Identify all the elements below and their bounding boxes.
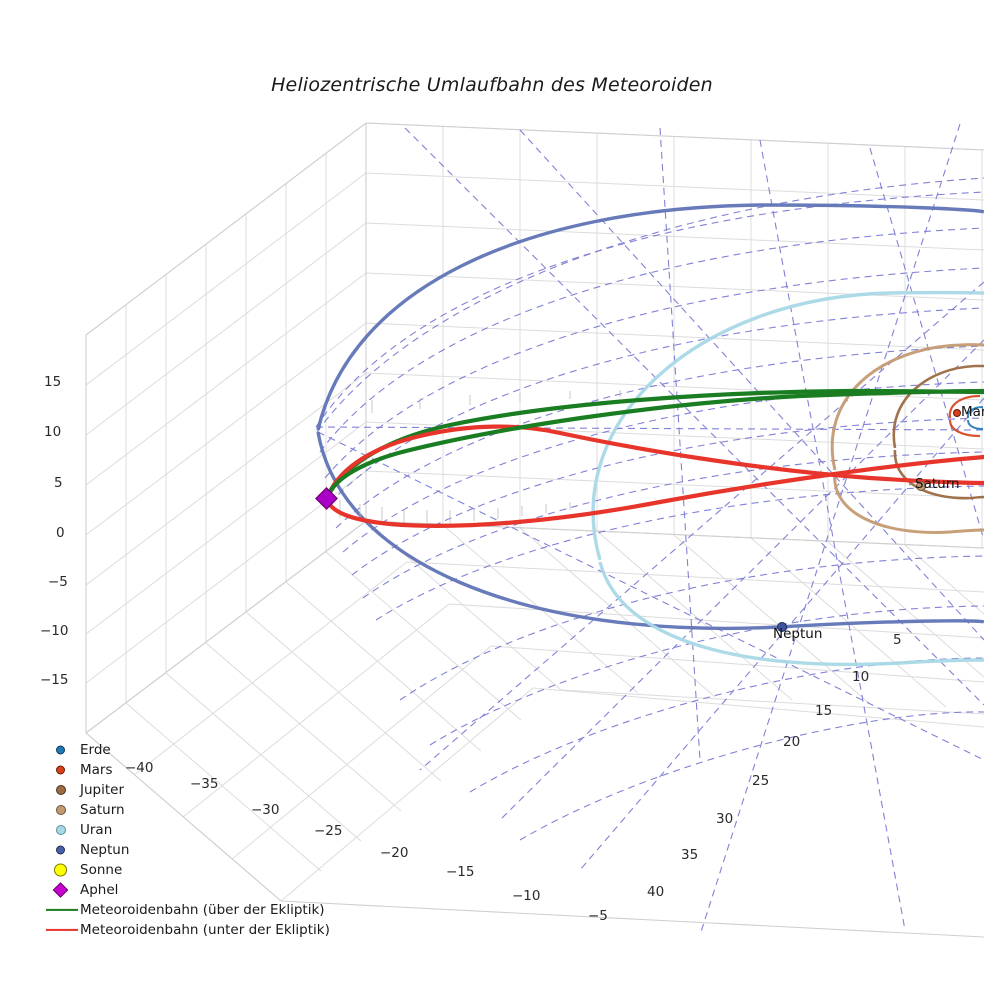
legend-label: Meteoroidenbahn (über der Ekliptik) xyxy=(80,902,325,918)
y-tick: 15 xyxy=(815,703,833,719)
legend-label: Jupiter xyxy=(80,782,125,798)
legend-label: Saturn xyxy=(80,802,125,818)
legend-item-meteoroid-above: Meteoroidenbahn (über der Ekliptik) xyxy=(44,900,344,920)
y-tick: 10 xyxy=(852,669,870,685)
x-tick: −20 xyxy=(380,845,409,861)
z-tick: 15 xyxy=(44,374,62,390)
y-tick: 40 xyxy=(647,884,665,900)
mars-label: Mar xyxy=(961,404,984,420)
aphel-marker-icon xyxy=(44,880,80,900)
meteoroid-orbit-below xyxy=(324,424,984,502)
legend-label: Sonne xyxy=(80,862,123,878)
legend-item-jupiter: Jupiter xyxy=(44,780,344,800)
legend-item-erde: Erde xyxy=(44,740,344,760)
mars-marker xyxy=(953,409,961,417)
meteoroid-orbit-below-arm xyxy=(324,454,984,528)
saturn-label: Saturn xyxy=(915,476,960,492)
sonne-marker-icon xyxy=(44,860,80,880)
jupiter-marker-icon xyxy=(44,780,80,800)
z-tick: −10 xyxy=(40,623,69,639)
y-tick: 5 xyxy=(893,632,902,648)
x-tick: −25 xyxy=(314,823,343,839)
x-tick: −15 xyxy=(446,864,475,880)
z-tick: 5 xyxy=(54,475,63,491)
neptun-marker xyxy=(777,622,787,632)
erde-marker-icon xyxy=(44,740,80,760)
legend: Erde Mars Jupiter Saturn Uran xyxy=(44,740,344,940)
pane-grid-floor-right xyxy=(365,520,984,728)
x-tick: −10 xyxy=(512,888,541,904)
orbit-mars xyxy=(948,394,981,438)
x-tick: −35 xyxy=(190,776,219,792)
z-tick: −5 xyxy=(48,574,68,590)
z-tick: 0 xyxy=(56,525,65,541)
legend-item-uran: Uran xyxy=(44,820,344,840)
orbit-uran xyxy=(591,290,984,667)
x-tick: −40 xyxy=(125,760,154,776)
legend-item-aphel: Aphel xyxy=(44,880,344,900)
saturn-marker xyxy=(916,481,926,491)
x-tick: −5 xyxy=(588,908,608,924)
page-title: Heliozentrische Umlaufbahn des Meteoroid… xyxy=(271,74,713,96)
legend-item-sonne: Sonne xyxy=(44,860,344,880)
legend-item-mars: Mars xyxy=(44,760,344,780)
pane-grid-left xyxy=(85,122,367,734)
legend-label: Neptun xyxy=(80,842,130,858)
meteoroid-drop-stems xyxy=(339,390,621,524)
z-tick: −15 xyxy=(40,672,69,688)
legend-item-neptun: Neptun xyxy=(44,840,344,860)
aphel-marker xyxy=(315,487,338,510)
legend-label: Mars xyxy=(80,762,113,778)
y-tick: 20 xyxy=(783,734,801,750)
legend-label: Meteoroidenbahn (unter der Ekliptik) xyxy=(80,922,330,938)
x-tick: −30 xyxy=(251,802,280,818)
legend-label: Uran xyxy=(80,822,113,838)
saturn-marker-icon xyxy=(44,800,80,820)
uran-marker-icon xyxy=(44,820,80,840)
orbit-jupiter xyxy=(892,364,984,500)
legend-label: Erde xyxy=(80,742,111,758)
green-line-icon xyxy=(44,900,80,920)
y-tick: 30 xyxy=(716,811,734,827)
orbit-saturn xyxy=(830,343,984,534)
y-tick: 35 xyxy=(681,847,699,863)
legend-item-saturn: Saturn xyxy=(44,800,344,820)
red-line-icon xyxy=(44,920,80,940)
y-tick: 25 xyxy=(752,773,770,789)
legend-label: Aphel xyxy=(80,882,119,898)
pane-grid-floor xyxy=(85,520,562,902)
meteoroid-orbit-above-arm xyxy=(324,388,984,500)
mars-marker-icon xyxy=(44,760,80,780)
neptun-label: Neptun xyxy=(773,626,823,642)
neptun-marker-icon xyxy=(44,840,80,860)
orbit-erde xyxy=(966,406,984,430)
legend-item-meteoroid-below: Meteoroidenbahn (unter der Ekliptik) xyxy=(44,920,344,940)
pane-grid-right xyxy=(365,122,984,549)
z-tick: 10 xyxy=(44,424,62,440)
